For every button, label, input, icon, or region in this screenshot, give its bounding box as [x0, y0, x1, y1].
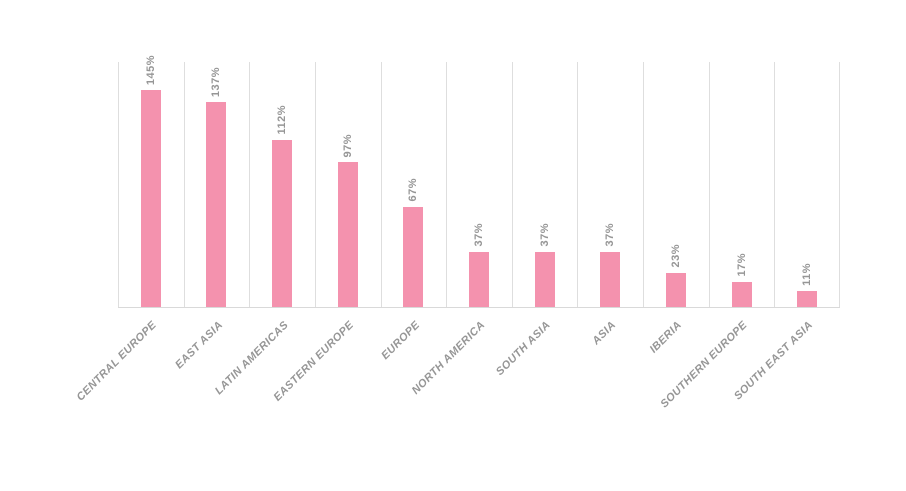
- plot-area: 145% CENTRAL EUROPE 137% EAST ASIA 112% LATIN…: [75, 55, 840, 410]
- bar-south-east-asia: [797, 290, 818, 307]
- bar-central-europe: [140, 90, 161, 307]
- x-axis-label-central-europe: CENTRAL EUROPE: [74, 319, 160, 404]
- bar-eastern-europe: [337, 162, 358, 307]
- gridline: [446, 62, 447, 307]
- bar-east-asia: [206, 102, 227, 307]
- x-axis-label-europe: EUROPE: [378, 319, 422, 363]
- bar-value-label: 97%: [341, 133, 354, 158]
- bar-value-label: 37%: [538, 223, 551, 247]
- bar-iberia: [665, 272, 686, 307]
- bar-value-label: 23%: [669, 244, 682, 268]
- bar-value-label: 145%: [144, 55, 157, 86]
- gridline: [839, 62, 840, 307]
- x-axis-label-latin-americas: LATIN AMERICAS: [212, 319, 291, 398]
- bar-value-label: 137%: [210, 67, 223, 98]
- gridline: [184, 62, 185, 307]
- bar-value-label: 37%: [473, 223, 485, 247]
- bar-north-america: [469, 251, 489, 307]
- bar-value-label: 11%: [801, 262, 814, 286]
- gridline: [577, 62, 578, 307]
- bar-southern-europe: [731, 281, 752, 307]
- gridline: [381, 62, 382, 307]
- bar-value-label: 67%: [407, 178, 420, 202]
- x-axis-label-iberia: IBERIA: [647, 319, 685, 356]
- bar-value-label: 17%: [735, 253, 748, 277]
- bar-asia: [600, 251, 621, 307]
- x-axis-label-asia: ASIA: [590, 319, 619, 348]
- gridline: [774, 62, 775, 307]
- x-axis-label-north-america: NORTH AMERICA: [409, 319, 488, 397]
- x-axis-label-south-asia: SOUTH ASIA: [494, 319, 554, 378]
- gridline: [315, 62, 316, 307]
- bar-south-asia: [534, 251, 555, 307]
- x-axis-label-east-asia: EAST ASIA: [172, 319, 225, 372]
- bar-latin-americas: [272, 139, 293, 307]
- gridline: [249, 62, 250, 307]
- gridline: [512, 62, 513, 307]
- gridline: [709, 62, 710, 307]
- bar-europe: [403, 206, 424, 307]
- bar-value-label: 37%: [604, 223, 617, 247]
- gridline: [643, 62, 644, 307]
- bar-value-label: 112%: [276, 105, 289, 135]
- gridline: [118, 62, 119, 307]
